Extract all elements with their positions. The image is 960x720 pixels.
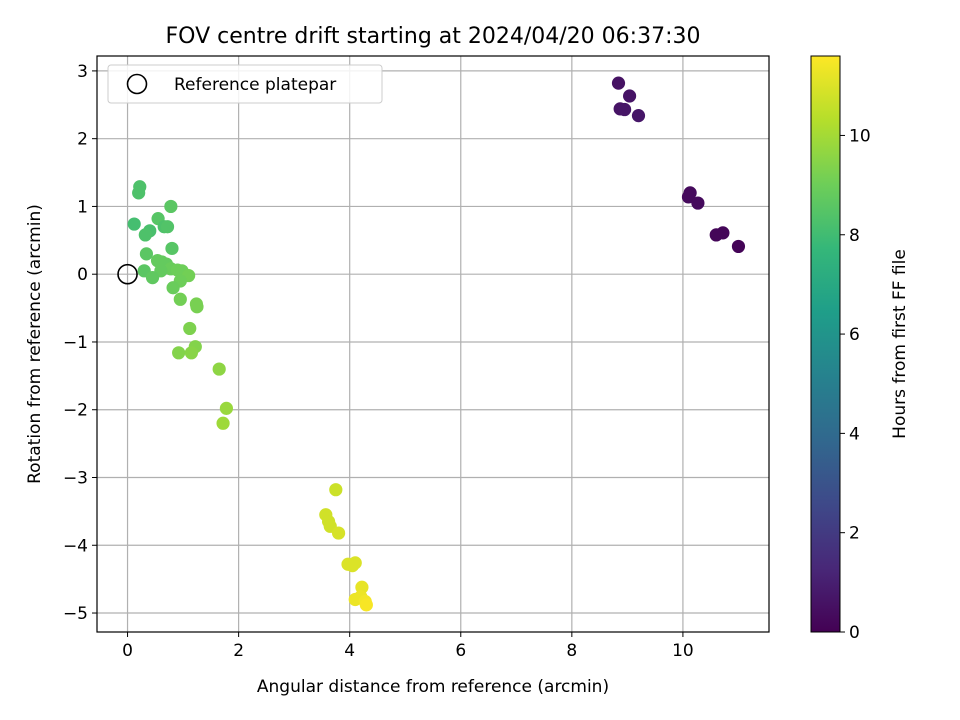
plot-frame: [96, 55, 770, 633]
chart-title: FOV centre drift starting at 2024/04/20 …: [166, 24, 701, 49]
data-point: [184, 346, 199, 360]
y-tick-label: −2: [63, 401, 88, 421]
legend-label-reference: Reference platepar: [174, 75, 336, 95]
x-tick-label: 2: [233, 641, 244, 661]
y-tick-label: −3: [63, 468, 88, 488]
data-point: [172, 346, 186, 360]
colorbar-tick-label: 0: [849, 623, 860, 643]
y-tick-label: 2: [77, 130, 88, 150]
data-point: [623, 89, 637, 103]
data-point: [139, 247, 154, 261]
y-tick-label: 0: [77, 265, 88, 285]
data-point: [183, 321, 197, 336]
colorbar-tick-label: 4: [849, 424, 860, 444]
data-point: [359, 598, 373, 612]
x-axis-label: Angular distance from reference (arcmin): [257, 677, 609, 697]
colorbar-tick-label: 8: [849, 226, 860, 246]
x-tick-label: 6: [455, 641, 466, 661]
grid: [97, 56, 769, 632]
x-tick-label: 4: [344, 641, 355, 661]
data-point: [190, 300, 204, 314]
colorbar: [810, 55, 841, 633]
legend-marker-reference: [126, 73, 148, 95]
colorbar-ticks: 0 2 4 6 8 10: [840, 126, 871, 643]
y-tick-label: −4: [63, 536, 88, 556]
data-point: [212, 362, 226, 376]
y-tick-label: −5: [63, 604, 88, 624]
data-point: [145, 270, 160, 285]
data-point: [173, 292, 187, 306]
data-point: [132, 186, 146, 200]
data-point: [219, 401, 234, 415]
data-point: [164, 199, 178, 214]
scatter-points: [127, 76, 746, 612]
data-point: [166, 281, 180, 295]
y-axis-label: Rotation from reference (arcmin): [25, 204, 45, 484]
data-point: [138, 228, 152, 242]
legend: Reference platepar: [107, 64, 383, 104]
legend-box: [107, 64, 383, 104]
colorbar-tick-label: 6: [849, 325, 860, 345]
data-point: [348, 556, 362, 570]
data-point: [348, 592, 362, 607]
data-point: [127, 217, 141, 231]
data-point: [331, 526, 346, 540]
reference-point: [117, 263, 138, 285]
data-point: [631, 109, 646, 123]
y-tick-label: 3: [77, 62, 88, 82]
colorbar-tick-label: 10: [849, 126, 871, 146]
x-tick-label: 0: [122, 641, 133, 661]
colorbar-label: Hours from first FF file: [890, 249, 910, 439]
x-tick-label: 10: [672, 641, 694, 661]
data-point: [160, 220, 175, 234]
data-point: [731, 239, 746, 254]
data-point: [691, 196, 705, 210]
data-point: [165, 241, 179, 256]
y-axis-ticks: −5 −4 −3 −2 −1 0 1 2 3: [63, 62, 97, 624]
y-tick-label: 1: [77, 197, 88, 217]
x-tick-label: 8: [566, 641, 577, 661]
data-point: [618, 102, 632, 117]
data-point: [681, 190, 696, 204]
data-point: [709, 228, 723, 242]
x-axis-ticks: 0 2 4 6 8 10: [122, 632, 694, 661]
y-tick-label: −1: [63, 333, 88, 353]
data-point: [329, 483, 343, 497]
data-point: [611, 76, 626, 90]
reference-marker: [117, 263, 138, 285]
colorbar-tick-label: 2: [849, 524, 860, 544]
data-point: [216, 416, 230, 430]
